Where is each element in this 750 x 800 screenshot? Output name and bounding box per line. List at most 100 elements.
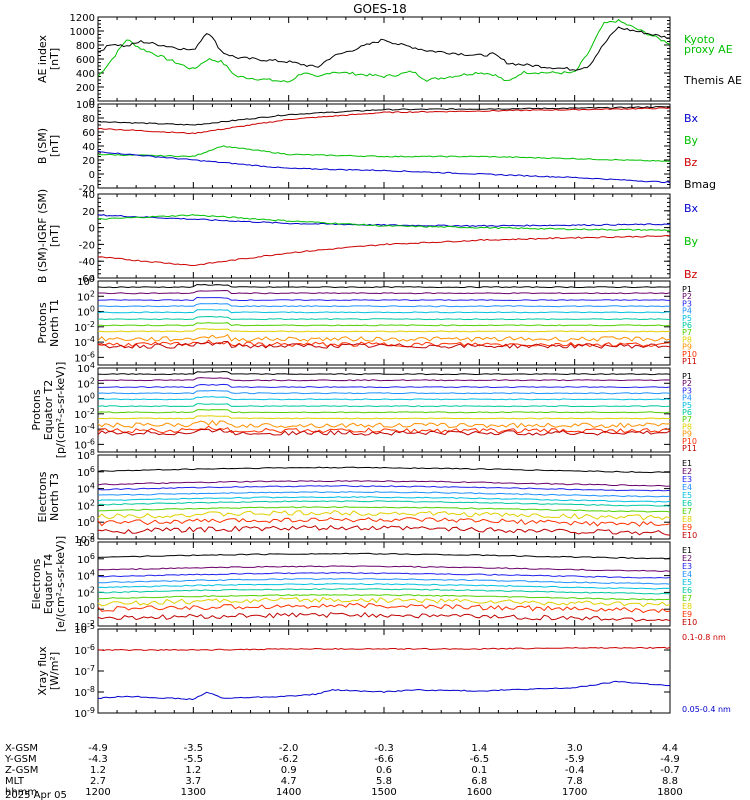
- y-tick-label: 10-9: [74, 706, 95, 720]
- time-axis-value: -0.7: [660, 765, 680, 776]
- series-line: [97, 596, 671, 608]
- series-line: [97, 370, 671, 376]
- y-tick-label: 102: [77, 376, 95, 390]
- y-tick-label: 10-7: [74, 664, 95, 678]
- series-line: [97, 315, 671, 321]
- y-tick-label: 10-6: [74, 643, 95, 657]
- y-tick-label: 600: [76, 55, 95, 66]
- y-axis-label: [e/(cm²-s-sr-keV)]: [54, 536, 67, 632]
- time-axis-value: -0.3: [374, 743, 394, 754]
- legend-label: E1: [682, 546, 692, 555]
- y-tick-label: -20: [79, 240, 95, 251]
- time-axis-value: -6.5: [470, 754, 490, 765]
- series-line: [97, 506, 671, 513]
- time-axis-value: -4.9: [88, 743, 108, 754]
- series-line: [97, 500, 671, 507]
- legend-label: E2: [682, 467, 692, 476]
- series-line: [97, 145, 671, 162]
- time-axis-value: 4.7: [281, 776, 297, 787]
- panel-bsm: -20 0 20 40 60 80 100 B (SM) [nT] Bx By Bz Bmag: [36, 100, 716, 195]
- panel-electrons_north: 10-2 100 102 104 106 108 Electrons North T3 E1E2…: [36, 448, 697, 546]
- series-line: [97, 234, 671, 267]
- legend-label: P10: [682, 350, 697, 359]
- time-axis-value: 1.4: [471, 743, 487, 754]
- y-tick-label: -20: [79, 184, 95, 195]
- time-axis-value: 0.9: [281, 765, 297, 776]
- y-tick-label: 0: [89, 170, 95, 181]
- y-tick-label: 10-8: [74, 685, 95, 699]
- legend-label: Kyoto: [684, 33, 715, 46]
- time-axis-value: 1300: [181, 787, 206, 798]
- y-tick-label: 10-2: [74, 619, 95, 633]
- series-line: [97, 510, 671, 521]
- series-line: [97, 26, 671, 71]
- y-axis-label: B (SM)-IGRF (SM): [36, 189, 49, 283]
- legend-label: E7: [682, 507, 692, 516]
- y-tick-label: -60: [79, 274, 95, 285]
- legend-label: P2: [682, 292, 692, 301]
- y-axis-label: [nT]: [48, 135, 61, 157]
- y-tick-label: 102: [77, 498, 95, 512]
- legend-label: P8: [682, 422, 692, 431]
- legend-label: E3: [682, 562, 692, 571]
- series-line: [97, 485, 671, 492]
- panel-ae: 0 200 400 600 800 1000 1200 AE index [nT] Kyotopr…: [36, 13, 742, 108]
- legend-label: E6: [682, 586, 692, 595]
- series-line: [97, 296, 671, 302]
- legend-label: E9: [682, 523, 692, 532]
- y-tick-label: 60: [82, 128, 95, 139]
- legend-label: P4: [682, 307, 692, 316]
- legend-label: E7: [682, 594, 692, 603]
- legend-label: P9: [682, 430, 692, 439]
- legend-label: E5: [682, 578, 692, 587]
- series-line: [97, 552, 671, 560]
- y-tick-label: 20: [82, 207, 95, 218]
- time-axis-value: -2.0: [279, 743, 299, 754]
- legend-label: By: [684, 134, 699, 147]
- legend-label: P5: [682, 401, 692, 410]
- y-tick-label: 10-2: [74, 407, 95, 421]
- y-tick-label: 100: [76, 100, 95, 111]
- time-axis-value: 1700: [562, 787, 587, 798]
- legend-label: P5: [682, 314, 692, 323]
- time-axis-value: 5.8: [376, 776, 392, 787]
- legend-label: E8: [682, 602, 692, 611]
- y-tick-label: 100: [77, 602, 95, 616]
- series-line: [97, 594, 671, 601]
- y-tick-label: 106: [77, 552, 95, 566]
- legend-label: E3: [682, 475, 692, 484]
- legend-label: E5: [682, 491, 692, 500]
- time-axis-row-label: Z-GSM: [5, 765, 38, 776]
- time-axis-value: 8.8: [662, 776, 678, 787]
- time-axis-value: 6.8: [471, 776, 487, 787]
- legend-label: P8: [682, 335, 692, 344]
- y-tick-label: 400: [76, 69, 95, 80]
- legend-label: E2: [682, 554, 692, 563]
- y-tick-label: 108: [77, 535, 95, 549]
- time-axis-value: 1.2: [90, 765, 106, 776]
- series-line: [97, 517, 671, 527]
- legend-label: 0.05-0.4 nm: [682, 705, 731, 714]
- series-line: [97, 578, 671, 585]
- series-line: [97, 415, 671, 420]
- series-line: [97, 309, 671, 314]
- y-tick-label: 1000: [70, 27, 95, 38]
- legend-label: Themis AE: [683, 74, 742, 87]
- series-line: [97, 340, 671, 349]
- panel-xray: 10-9 10-8 10-7 10-6 10-5 Xray flux [W/m²] 0.1-0…: [36, 622, 731, 720]
- time-axis-value: 1600: [467, 787, 492, 798]
- y-tick-label: 100: [77, 392, 95, 406]
- time-axis-value: -3.5: [184, 743, 204, 754]
- y-axis-label: Equator T4: [42, 554, 55, 614]
- series-line: [97, 377, 671, 382]
- time-axis-row-label: MLT: [5, 776, 25, 787]
- y-tick-label: 104: [77, 569, 95, 583]
- y-tick-label: 40: [82, 190, 95, 201]
- series-line: [97, 403, 671, 408]
- legend-label: P1: [682, 285, 692, 294]
- legend-label: P4: [682, 394, 692, 403]
- legend-label: P7: [682, 415, 692, 424]
- y-tick-label: 0: [89, 224, 95, 235]
